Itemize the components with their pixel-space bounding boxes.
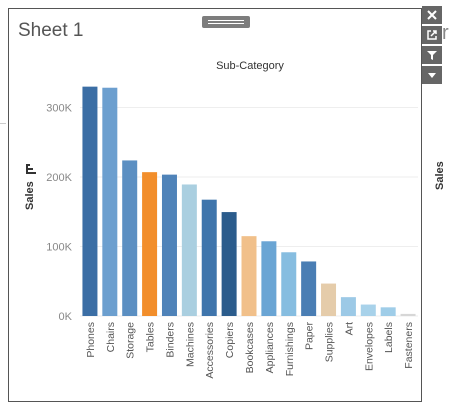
category-label-layer: Phones Chairs Storage Tables Binders Machines… (85, 322, 415, 379)
bar-machines[interactable] (181, 184, 197, 316)
y-tick-label: 300K (46, 103, 72, 115)
category-label: Paper (304, 322, 316, 351)
filter-button[interactable] (422, 46, 442, 64)
bar-fasteners[interactable] (400, 313, 416, 316)
tick-layer: 0K 100K 200K 300K (46, 103, 72, 324)
bar-layer (82, 86, 416, 317)
category-label: Storage (125, 322, 137, 359)
category-label: Binders (164, 322, 176, 358)
bar-binders[interactable] (161, 174, 177, 316)
chevron-down-icon (428, 73, 436, 78)
sheet-toolbar (422, 6, 444, 91)
category-label: Appliances (264, 322, 276, 373)
category-label: Tables (145, 322, 157, 352)
y-tick-label: 100K (46, 242, 72, 254)
y-tick-label: 200K (46, 172, 72, 184)
sort-icon-bar (26, 172, 36, 174)
category-label: Accessories (204, 322, 216, 379)
category-label: Art (343, 322, 355, 336)
bar-tables[interactable] (142, 172, 158, 316)
bar-art[interactable] (340, 297, 356, 316)
bar-phones[interactable] (82, 86, 98, 316)
grip-line (208, 23, 244, 24)
bar-chairs[interactable] (102, 87, 118, 317)
category-label: Labels (383, 322, 395, 353)
background-divider (0, 123, 6, 124)
category-label: Fasteners (403, 322, 415, 369)
sort-icon-bar (26, 164, 30, 166)
bar-furnishings[interactable] (281, 252, 297, 316)
bar-appliances[interactable] (261, 241, 277, 316)
category-label: Furnishings (284, 322, 296, 376)
sheet-title: Sheet 1 (18, 20, 84, 41)
drag-handle[interactable] (202, 16, 250, 28)
y-tick-label: 0K (59, 311, 73, 323)
bar-bookcases[interactable] (241, 236, 257, 316)
bar-accessories[interactable] (201, 199, 217, 316)
more-options-button[interactable] (422, 66, 442, 84)
category-label: Machines (184, 322, 196, 367)
bar-storage[interactable] (122, 160, 138, 316)
category-label: Phones (85, 322, 97, 358)
column-header-label: Sub-Category (216, 60, 284, 72)
sort-icon-bar (26, 168, 33, 170)
bar-labels[interactable] (380, 307, 396, 316)
close-icon (427, 10, 437, 20)
category-label: Supplies (324, 322, 336, 362)
popout-icon (427, 30, 437, 40)
category-label: Envelopes (363, 322, 375, 371)
category-label: Bookcases (244, 322, 256, 373)
sort-icon[interactable] (26, 164, 36, 174)
filter-icon (427, 51, 437, 60)
close-button[interactable] (422, 6, 442, 24)
bar-envelopes[interactable] (360, 304, 376, 316)
bar-copiers[interactable] (221, 212, 237, 316)
category-label: Chairs (105, 322, 117, 352)
category-label: Copiers (224, 322, 236, 358)
grip-line (208, 20, 244, 21)
popout-button[interactable] (422, 26, 442, 44)
background-partial-text: r (442, 22, 449, 44)
bar-supplies[interactable] (321, 283, 337, 316)
bar-paper[interactable] (301, 261, 317, 316)
